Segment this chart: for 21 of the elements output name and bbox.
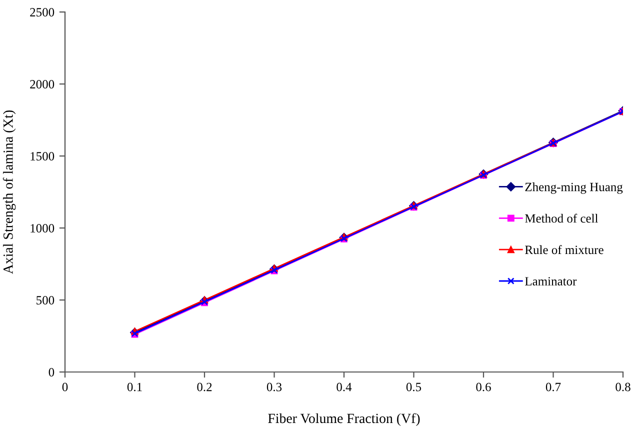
- x-axis-title: Fiber Volume Fraction (Vf): [268, 413, 420, 426]
- x-tick-label: 0.5: [406, 382, 422, 392]
- y-tick-label: 1500: [30, 152, 54, 160]
- y-tick-label: 2000: [30, 80, 54, 88]
- y-axis-title: Axial Strength of lamina (Xt): [2, 110, 16, 274]
- x-tick-label: 0.1: [127, 382, 142, 392]
- x-tick-label: 0: [62, 382, 68, 392]
- legend-label: Rule of mixture: [525, 245, 604, 254]
- legend-label: Laminator: [525, 277, 577, 286]
- y-tick-label: 1000: [30, 224, 54, 232]
- x-tick-label: 0.4: [336, 382, 352, 392]
- y-tick-label: 500: [36, 296, 54, 304]
- legend-label: Method of cell: [525, 214, 598, 223]
- x-tick-label: 0.6: [476, 382, 491, 392]
- x-tick-label: 0.7: [546, 382, 561, 392]
- y-tick-label: 2500: [30, 8, 54, 16]
- legend-label: Zheng-ming Huang: [525, 182, 623, 194]
- x-tick-label: 0.2: [197, 382, 212, 392]
- x-tick-label: 0.3: [266, 382, 282, 392]
- x-tick-label: 0.8: [616, 382, 630, 392]
- y-tick-label: 0: [48, 368, 54, 376]
